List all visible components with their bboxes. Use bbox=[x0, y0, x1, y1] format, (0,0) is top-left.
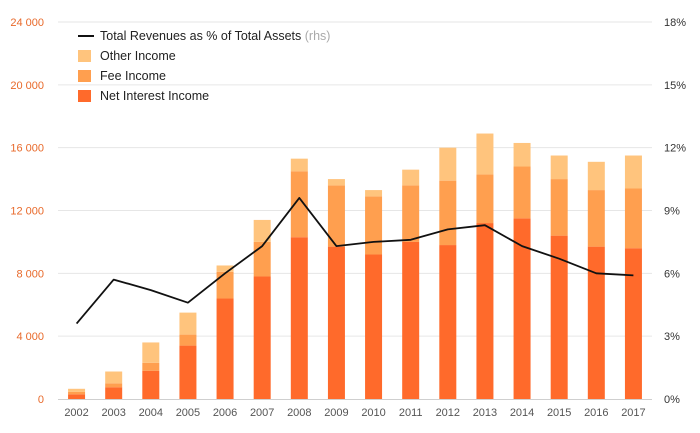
legend-label-revenue-pct: Total Revenues as % of Total Assets (rhs… bbox=[100, 29, 330, 43]
bar-net-interest-income-2007 bbox=[253, 276, 271, 399]
x-tick-label: 2015 bbox=[547, 407, 571, 419]
bar-net-interest-income-2017 bbox=[624, 248, 642, 399]
legend-label: Net Interest Income bbox=[100, 89, 209, 103]
bar-fee-income-2003 bbox=[105, 383, 123, 388]
revenue-pct-line bbox=[75, 196, 634, 325]
x-tick-label: 2008 bbox=[287, 407, 311, 419]
x-tick-label: 2006 bbox=[213, 407, 237, 419]
bar-net-interest-income-2004 bbox=[142, 370, 160, 399]
left-tick-label: 24 000 bbox=[10, 17, 44, 29]
bar-series bbox=[68, 133, 642, 399]
left-tick-label: 12 000 bbox=[10, 206, 44, 218]
bar-fee-income-2011 bbox=[402, 185, 420, 242]
bar-net-interest-income-2008 bbox=[290, 237, 308, 399]
right-tick-label: 3% bbox=[664, 331, 680, 343]
bar-fee-income-2017 bbox=[624, 188, 642, 249]
x-tick-label: 2014 bbox=[510, 407, 534, 419]
x-tick-label: 2010 bbox=[361, 407, 385, 419]
x-tick-label: 2009 bbox=[324, 407, 348, 419]
bar-net-interest-income-2016 bbox=[587, 246, 605, 399]
x-tick-label: 2013 bbox=[473, 407, 497, 419]
right-tick-label: 15% bbox=[664, 80, 686, 92]
line-series bbox=[75, 196, 634, 325]
bar-other-income-2006 bbox=[216, 265, 234, 272]
bar-other-income-2011 bbox=[402, 169, 420, 186]
right-tick-label: 9% bbox=[664, 206, 680, 218]
bar-other-income-2009 bbox=[327, 179, 345, 186]
legend-label: Fee Income bbox=[100, 69, 166, 83]
x-tick-label: 2011 bbox=[399, 407, 423, 419]
x-tick-label: 2007 bbox=[250, 407, 274, 419]
bar-other-income-2008 bbox=[290, 158, 308, 172]
left-tick-label: 0 bbox=[38, 394, 44, 406]
x-tick-label: 2016 bbox=[584, 407, 608, 419]
bar-net-interest-income-2009 bbox=[327, 246, 345, 399]
left-tick-label: 16 000 bbox=[10, 143, 44, 155]
bar-fee-income-2015 bbox=[550, 179, 568, 236]
right-tick-label: 6% bbox=[664, 268, 680, 280]
bar-other-income-2010 bbox=[365, 190, 383, 197]
left-tick-label: 4 000 bbox=[16, 331, 44, 343]
right-tick-label: 0% bbox=[664, 394, 680, 406]
bar-other-income-2016 bbox=[587, 161, 605, 191]
bar-other-income-2017 bbox=[624, 155, 642, 189]
legend-rhs-suffix: (rhs) bbox=[301, 29, 330, 43]
bar-net-interest-income-2003 bbox=[105, 387, 123, 399]
x-tick-label: 2012 bbox=[436, 407, 460, 419]
bar-net-interest-income-2013 bbox=[476, 223, 494, 399]
legend-swatch-net-interest-income bbox=[78, 90, 91, 102]
bar-fee-income-2006 bbox=[216, 271, 234, 299]
x-tick-label: 2004 bbox=[139, 407, 163, 419]
legend-label-text: Total Revenues as % of Total Assets bbox=[100, 29, 301, 43]
legend-swatch-fee-income bbox=[78, 70, 91, 82]
bar-net-interest-income-2012 bbox=[439, 245, 457, 399]
bar-net-interest-income-2005 bbox=[179, 345, 197, 399]
bar-fee-income-2009 bbox=[327, 185, 345, 247]
bar-fee-income-2016 bbox=[587, 190, 605, 247]
bar-net-interest-income-2015 bbox=[550, 235, 568, 399]
bar-fee-income-2002 bbox=[68, 391, 86, 395]
bar-other-income-2007 bbox=[253, 219, 271, 242]
bar-net-interest-income-2010 bbox=[365, 254, 383, 399]
left-tick-label: 20 000 bbox=[10, 80, 44, 92]
right-tick-label: 18% bbox=[664, 17, 686, 29]
bar-net-interest-income-2014 bbox=[513, 218, 531, 399]
axes: 0 4 000 8 000 12 000 16 000 20 000 24 000 0% 3% 6… bbox=[10, 17, 686, 419]
right-tick-label: 12% bbox=[664, 143, 686, 155]
legend-label: Other Income bbox=[100, 49, 176, 63]
bar-net-interest-income-2011 bbox=[402, 241, 420, 399]
bar-other-income-2004 bbox=[142, 342, 160, 363]
bar-fee-income-2010 bbox=[365, 196, 383, 255]
bar-fee-income-2012 bbox=[439, 180, 457, 246]
legend-swatch-other-income bbox=[78, 50, 91, 62]
x-tick-label: 2003 bbox=[101, 407, 125, 419]
bar-other-income-2002 bbox=[68, 388, 86, 392]
bar-fee-income-2007 bbox=[253, 241, 271, 277]
x-tick-label: 2005 bbox=[176, 407, 200, 419]
x-tick-label: 2017 bbox=[621, 407, 645, 419]
x-tick-label: 2002 bbox=[64, 407, 88, 419]
bar-fee-income-2005 bbox=[179, 334, 197, 346]
left-tick-label: 8 000 bbox=[16, 268, 44, 280]
bar-fee-income-2014 bbox=[513, 166, 531, 219]
bar-net-interest-income-2002 bbox=[68, 394, 86, 399]
bar-other-income-2013 bbox=[476, 133, 494, 175]
bar-fee-income-2004 bbox=[142, 362, 160, 371]
bar-fee-income-2008 bbox=[290, 171, 308, 238]
bar-other-income-2015 bbox=[550, 155, 568, 180]
bar-other-income-2005 bbox=[179, 312, 197, 335]
bar-other-income-2003 bbox=[105, 371, 123, 384]
bar-fee-income-2013 bbox=[476, 174, 494, 224]
bar-other-income-2012 bbox=[439, 147, 457, 181]
legend: Total Revenues as % of Total Assets (rhs… bbox=[78, 29, 330, 103]
bar-other-income-2014 bbox=[513, 142, 531, 167]
bar-net-interest-income-2006 bbox=[216, 298, 234, 399]
